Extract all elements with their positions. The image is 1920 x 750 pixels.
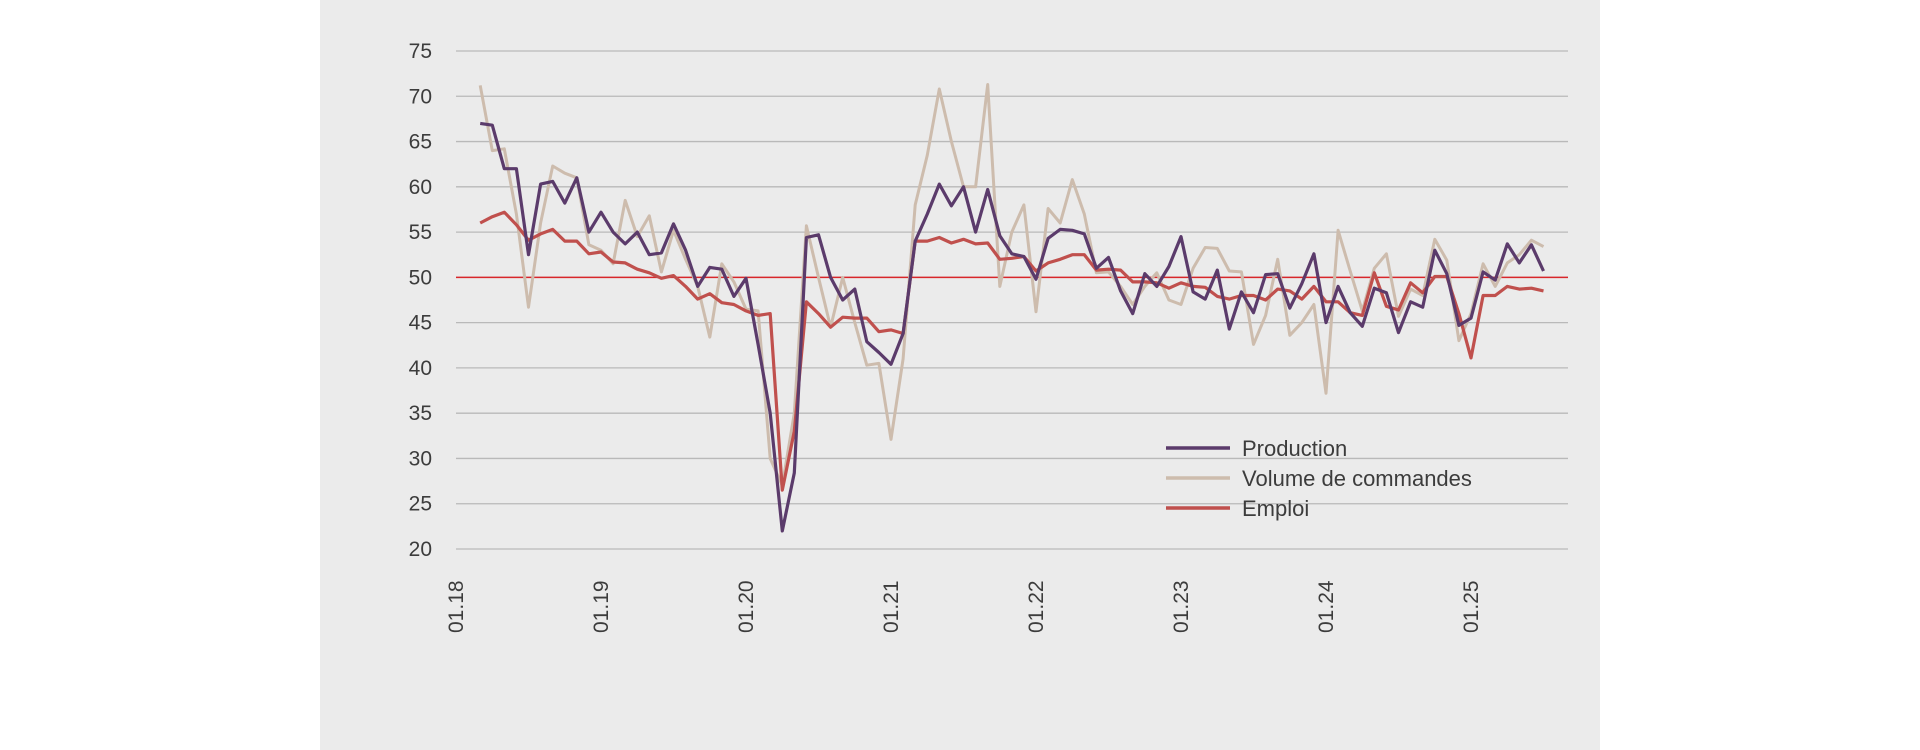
y-tick-label: 40 [409,357,432,380]
legend: Production Volume de commandes Emploi [1166,436,1472,521]
y-tick-label: 70 [409,85,432,108]
y-tick-label: 65 [409,131,432,154]
grid-lines [456,50,1568,550]
x-tick-label: 01.25 [1460,580,1483,633]
y-tick-label: 45 [409,312,432,335]
x-tick-label: 01.22 [1025,580,1048,633]
y-tick-label: 50 [409,266,432,289]
line-chart: 20 25 30 35 40 45 50 55 60 65 70 75 01.18 01.19 01.20… [409,40,1568,633]
x-tick-label: 01.18 [445,580,468,633]
series-lines [478,83,1545,533]
y-tick-label: 75 [409,40,432,63]
y-tick-label: 25 [409,493,432,516]
y-tick-label: 20 [409,538,432,561]
legend-label: Volume de commandes [1242,466,1472,491]
x-tick-label: 01.23 [1170,580,1193,633]
chart-panel: 20 25 30 35 40 45 50 55 60 65 70 75 01.18 01.19 01.20… [320,0,1600,750]
x-tick-label: 01.19 [590,580,613,633]
y-tick-label: 60 [409,176,432,199]
series-line-volume-de-commandes [478,83,1545,488]
y-tick-label: 30 [409,447,432,470]
x-tick-label: 01.24 [1315,580,1338,633]
y-axis-tick-labels: 20 25 30 35 40 45 50 55 60 65 70 75 [409,40,432,561]
x-tick-label: 01.20 [735,580,758,633]
y-tick-label: 55 [409,221,432,244]
y-tick-label: 35 [409,402,432,425]
legend-label: Production [1242,436,1347,461]
series-line-emploi [479,210,1544,492]
legend-label: Emploi [1242,496,1309,521]
x-tick-label: 01.21 [880,580,903,633]
series-line-production [479,121,1545,533]
x-axis-tick-labels: 01.18 01.19 01.20 01.21 01.22 01.23 01.24 01.25 [445,580,1483,633]
